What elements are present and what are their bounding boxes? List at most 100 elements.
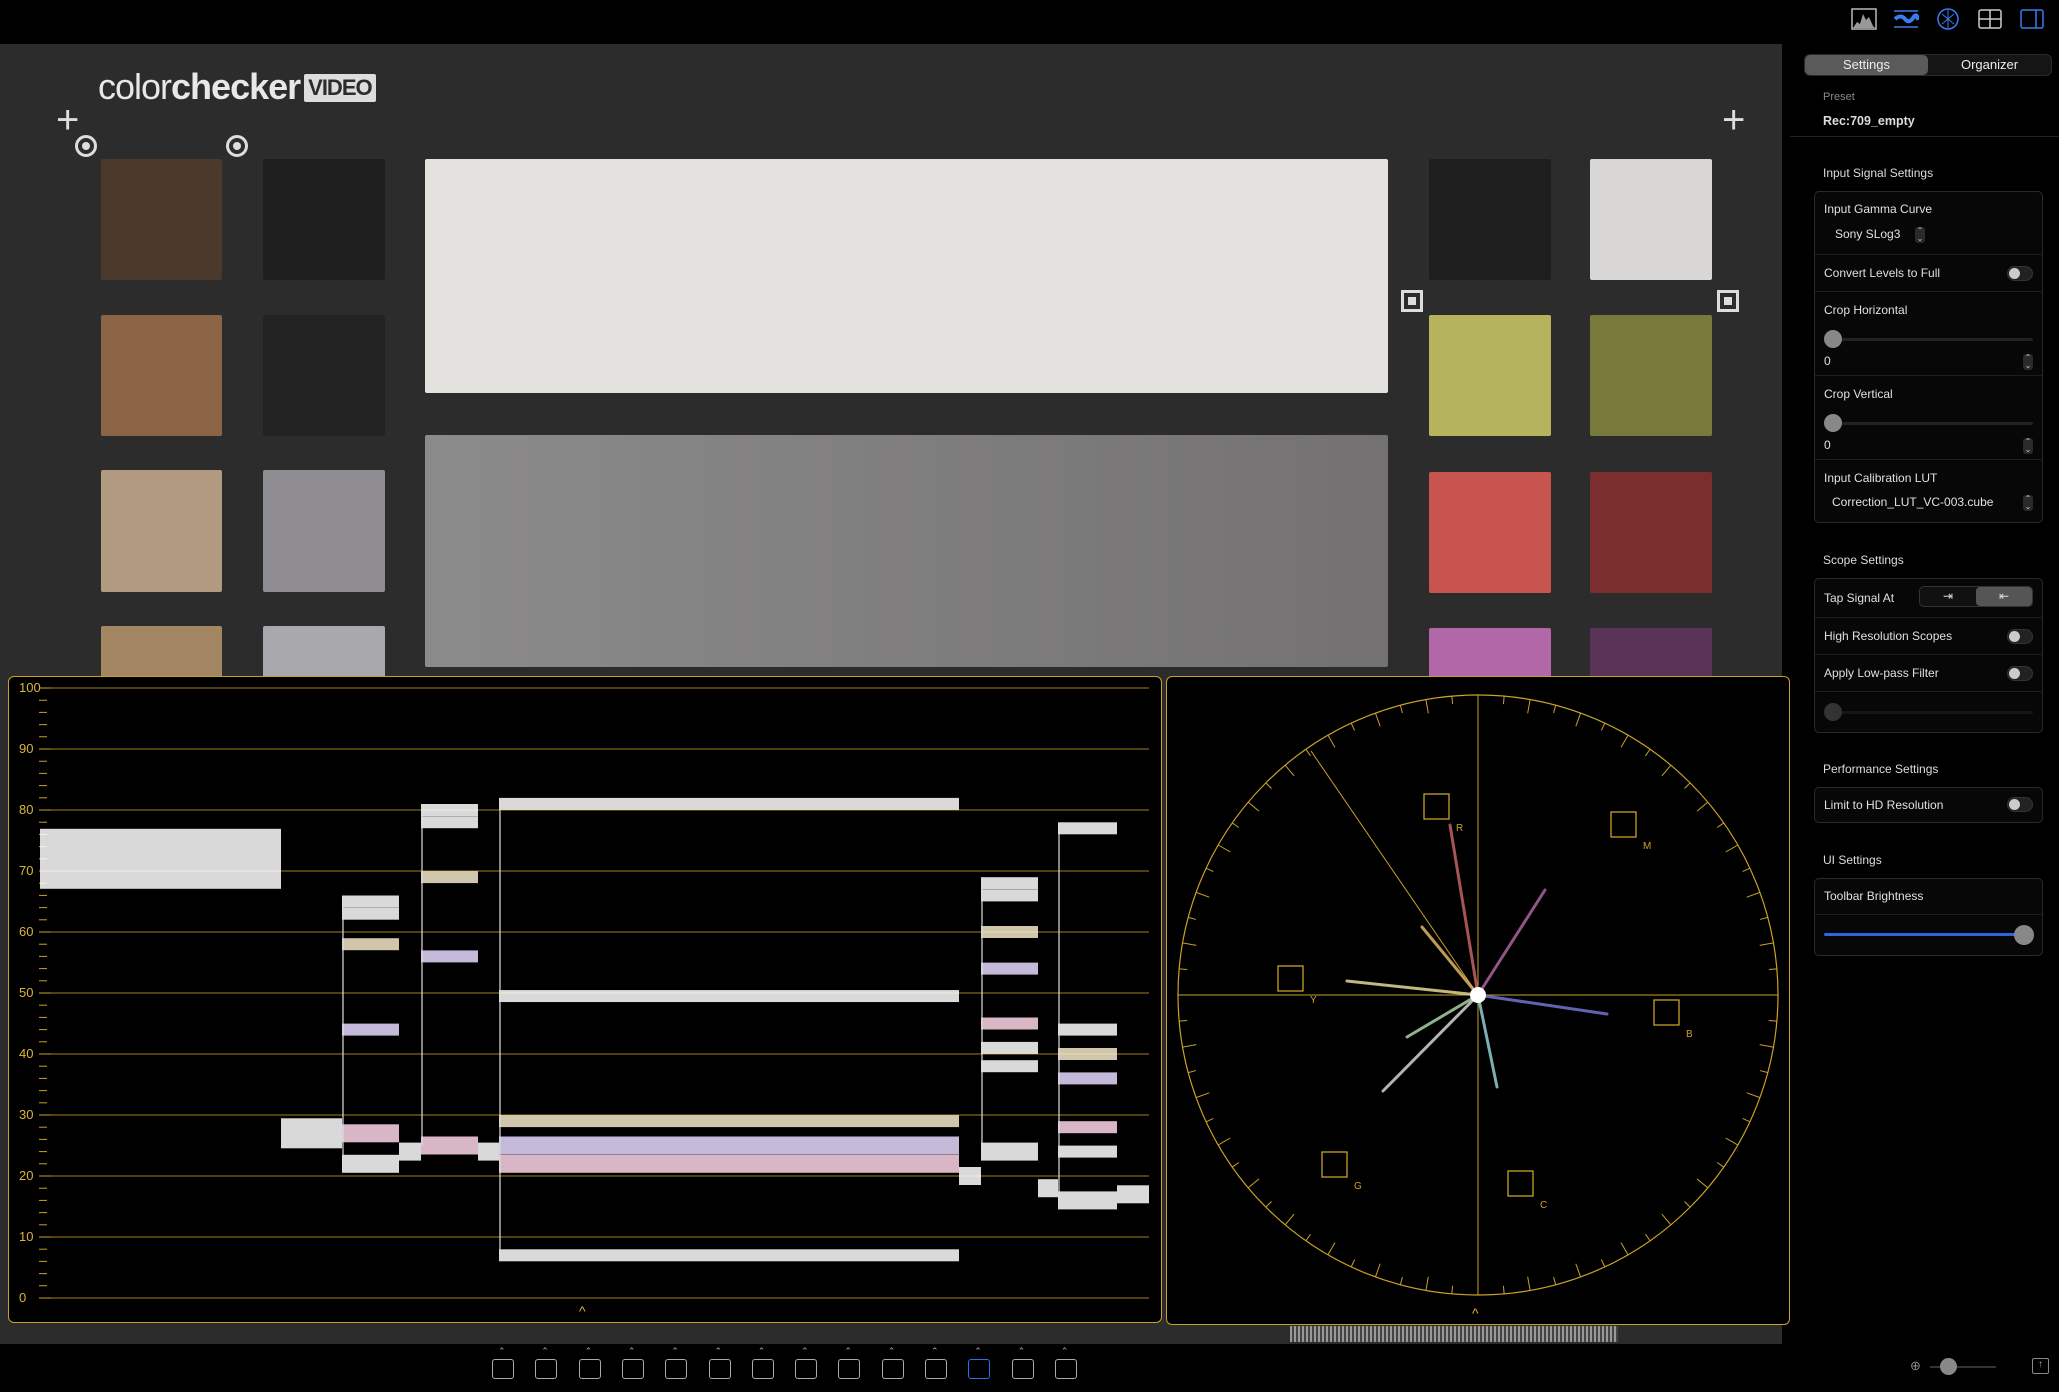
hires-toggle[interactable] [2007, 629, 2033, 644]
scope-tick [1645, 748, 1651, 757]
select-chevrons-icon[interactable]: ⌃ ⌄ [2023, 494, 2033, 511]
false-color-icon[interactable]: ⌃ [881, 1346, 904, 1379]
scope-tick [1645, 1233, 1651, 1242]
preset-value[interactable]: Rec:709_empty [1823, 114, 1915, 128]
convert-levels-toggle[interactable] [2007, 266, 2033, 281]
layout-icon[interactable]: ⌃ [621, 1346, 644, 1379]
waveform-trace [342, 938, 399, 951]
exposure-icon[interactable]: ⌃ [925, 1346, 947, 1379]
scope-tick [1725, 844, 1739, 853]
expand-caret-icon[interactable]: ^ [579, 1303, 586, 1319]
waveform-trace [981, 926, 1038, 938]
vectorscope-panel[interactable]: R M B C G Y ^ [1166, 676, 1790, 1325]
caret-up-icon[interactable]: ⌃ [627, 1346, 636, 1356]
scope-tick [1399, 1276, 1403, 1285]
lowpass-slider[interactable] [1824, 711, 2033, 714]
lowpass-toggle[interactable] [2007, 666, 2033, 681]
performance-group: Limit to HD Resolution [1814, 787, 2043, 823]
caret-up-icon[interactable]: ⌃ [931, 1346, 939, 1356]
white-patch [425, 159, 1388, 393]
hires-label: High Resolution Scopes [1824, 629, 1953, 643]
histogram-icon[interactable] [1851, 8, 1877, 30]
caret-up-icon[interactable]: ⌃ [757, 1346, 766, 1356]
palette-icon[interactable]: ⌃ [1011, 1346, 1034, 1379]
gamma-label: Input Gamma Curve [1824, 202, 1933, 216]
scope-tick [1374, 1263, 1381, 1278]
scope-tick [1620, 1242, 1629, 1256]
scope-tick [1182, 942, 1197, 946]
safe-area-icon[interactable]: ⌃ [578, 1346, 601, 1379]
expand-caret-icon[interactable]: ^ [1472, 1305, 1479, 1321]
waveform-trace [981, 1142, 1038, 1161]
waveform-edge [981, 883, 983, 1152]
slider-knob[interactable] [1940, 1358, 1957, 1375]
gamma-select[interactable]: Sony SLog3 [1835, 227, 1901, 241]
caret-up-icon[interactable]: ⌃ [801, 1346, 809, 1356]
vectorscope-center-cluster [1470, 987, 1486, 1003]
scope-tick [1746, 891, 1761, 898]
y-tick-label: 70 [19, 863, 34, 878]
caret-up-icon[interactable]: ⌃ [844, 1346, 852, 1356]
waveform-panel[interactable]: 100 90 80 70 60 50 40 30 20 10 0 ^ [8, 676, 1162, 1323]
toolbar-brightness-slider[interactable] [1824, 933, 2033, 936]
scope-tick [1265, 782, 1272, 789]
crop-horizontal-value[interactable]: 0 [1824, 354, 1831, 368]
lowpass-label: Apply Low-pass Filter [1824, 666, 1939, 680]
target-label: M [1643, 841, 1651, 852]
caret-up-icon[interactable]: ⌃ [584, 1346, 593, 1356]
3d-cube-icon[interactable]: ⌃ [968, 1346, 991, 1379]
zoom-slider[interactable] [1930, 1366, 1996, 1368]
select-chevrons-icon[interactable]: ⌃ ⌄ [1915, 226, 1925, 243]
scrub-strip[interactable] [1290, 1326, 1618, 1342]
caret-up-icon[interactable]: ⌃ [1060, 1346, 1069, 1356]
caret-up-icon[interactable]: ⌃ [887, 1346, 896, 1356]
waveform-trace [342, 907, 399, 920]
stepper-icon[interactable]: ⌃ ⌄ [2023, 353, 2033, 370]
waveform-trace [499, 797, 959, 810]
slider-knob[interactable] [1824, 330, 1842, 348]
tab-organizer[interactable]: Organizer [1960, 57, 2019, 72]
crop-horizontal-slider[interactable] [1824, 338, 2033, 341]
caret-up-icon[interactable]: ⌃ [671, 1346, 679, 1356]
caret-up-icon[interactable]: ⌃ [1017, 1346, 1026, 1356]
tab-settings[interactable]: Settings [1805, 55, 1928, 75]
grid-layout-icon[interactable] [1977, 8, 2003, 30]
registration-square [1401, 290, 1423, 312]
tap-input-icon[interactable]: ⇥ [1942, 589, 1954, 603]
caret-up-icon[interactable]: ⌃ [498, 1346, 506, 1356]
vectorscope-trace [1345, 979, 1480, 997]
caret-up-icon[interactable]: ⌃ [974, 1346, 982, 1356]
transform-icon[interactable]: ⌃ [665, 1346, 688, 1379]
scope-tick [1768, 968, 1777, 971]
vectorscope-icon[interactable] [1935, 8, 1961, 30]
slider-knob[interactable] [2014, 925, 2034, 945]
zoom-icon[interactable]: ⊕ [1910, 1358, 1921, 1373]
hd-toggle[interactable] [2007, 797, 2033, 812]
waveform-trace [959, 1167, 981, 1185]
sidebar-toggle-icon[interactable] [2019, 8, 2045, 30]
caret-up-icon[interactable]: ⌃ [714, 1346, 723, 1356]
slider-knob[interactable] [1824, 414, 1842, 432]
scope-tick [1284, 764, 1295, 777]
mask-icon[interactable]: ⌃ [838, 1346, 861, 1379]
scope-tick [1716, 1162, 1725, 1168]
export-icon[interactable]: ↑ [2032, 1358, 2049, 1374]
key-icon[interactable]: ⌃ [795, 1346, 818, 1379]
waveform-icon[interactable] [1893, 8, 1919, 30]
y-tick-label: 90 [19, 741, 34, 756]
slider-knob[interactable] [1824, 703, 1842, 721]
flip-icon[interactable]: ⌃ [708, 1346, 731, 1379]
crosshair-icon[interactable]: ⌃ [535, 1346, 558, 1379]
grid-overlay-icon[interactable]: ⌃ [492, 1346, 514, 1379]
waveform-trace [421, 804, 478, 816]
image-icon[interactable]: ⌃ [751, 1346, 774, 1379]
tap-output-icon[interactable]: ⇤ [1976, 587, 2032, 606]
focus-icon[interactable]: ⌃ [1054, 1346, 1077, 1379]
lut-select[interactable]: Correction_LUT_VC-003.cube [1832, 495, 1994, 509]
caret-up-icon[interactable]: ⌃ [541, 1346, 549, 1356]
crop-vertical-slider[interactable] [1824, 422, 2033, 425]
scope-tick [1217, 844, 1231, 853]
crop-vertical-value[interactable]: 0 [1824, 438, 1831, 452]
stepper-icon[interactable]: ⌃ ⌄ [2023, 437, 2033, 454]
scope-tick [1553, 705, 1557, 714]
